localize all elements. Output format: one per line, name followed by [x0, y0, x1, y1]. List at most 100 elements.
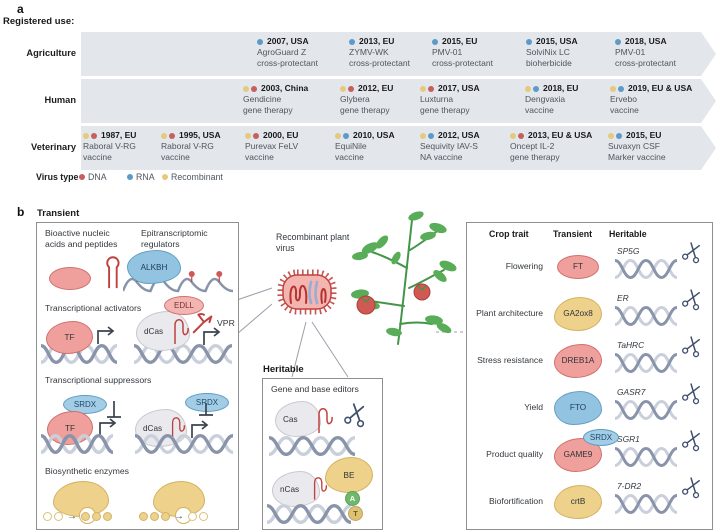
section-label-enzymes: Biosynthetic enzymes [45, 466, 130, 476]
transcription-arrow-icon [95, 325, 119, 345]
protein-blob-ncas: nCas [272, 471, 320, 507]
timeline-entry-line: NA vaccine [420, 152, 463, 163]
timeline-entry: 2012, USA Sequivity IAV-S NA vaccine [420, 130, 512, 163]
timeline-band-agriculture [81, 32, 716, 76]
crop-transient-cell: crtB [543, 478, 613, 525]
scissors-icon [344, 403, 367, 428]
protein-blob-crtb: crtB [554, 484, 602, 519]
virus-type-dot-dna [91, 133, 97, 139]
timeline-entry: 2015, EU Suvaxyn CSF Marker vaccine [608, 130, 700, 163]
crop-table-row: Stress resistance DREB1A TaHRC [473, 336, 705, 384]
timeline-entry-line: PMV-01 [615, 47, 646, 57]
timeline-entry: 2013, EU & USA Oncept IL-2 gene therapy [510, 130, 602, 163]
legend-label: DNA [88, 172, 107, 182]
virus-type-dot-rna [618, 86, 624, 92]
timeline-entry-line: cross-protectant [615, 58, 676, 69]
dna-helix [613, 399, 679, 421]
timeline-entry-head: 2015, EU [432, 36, 524, 47]
timeline-entry-line: vaccine [335, 152, 364, 163]
crop-trait-label: Yield [524, 401, 543, 412]
timeline-entry-year: 2017, USA [438, 83, 480, 94]
transient-box-title: Transient [37, 208, 80, 219]
timeline-entry-line: Marker vaccine [608, 152, 666, 163]
crop-heritable-cell: TaHRC [613, 336, 705, 384]
timeline-entry-line: gene therapy [510, 152, 560, 163]
dna-helix [613, 446, 679, 468]
timeline-entry-head: 2018, USA [615, 36, 707, 47]
timeline-entry-line: Luxturna [420, 94, 454, 104]
timeline-entry-head: 2010, USA [335, 130, 427, 141]
timeline-entry-year: 2015, USA [536, 36, 578, 47]
dna-helix [613, 493, 679, 515]
crop-heritable-cell: 7-DR2 [613, 477, 705, 525]
dna-helix [39, 433, 115, 455]
timeline-entry-head: 2015, EU [608, 130, 700, 141]
virus-type-dot-recombinant [608, 133, 614, 139]
timeline-entry-line: EquiNile [335, 141, 367, 151]
timeline-entry: 1987, EU Raboral V-RG vaccine [83, 130, 175, 163]
timeline-entry: 1995, USA Raboral V-RG vaccine [161, 130, 253, 163]
virus-type-dot-rna [257, 39, 263, 45]
timeline-entry-head: 2017, USA [420, 83, 512, 94]
crop-transient-cell: DREB1A [543, 337, 613, 384]
virus-type-dot-recombinant [340, 86, 346, 92]
timeline-entry-line: Ervebo [610, 94, 637, 104]
peptide-oval-icon [49, 267, 91, 290]
timeline-entry: 2019, EU & USA Ervebo vaccine [610, 83, 702, 116]
timeline-entry-year: 2012, EU [358, 83, 394, 94]
heritable-box-title: Heritable [263, 364, 304, 375]
crop-table-row: Biofortification crtB 7-DR2 [473, 477, 705, 525]
scissors-icon [682, 336, 702, 358]
reaction-arrow-icon [67, 513, 77, 520]
inhibition-bar-icon [197, 401, 215, 423]
legend-label: Recombinant [171, 172, 223, 182]
timeline-entry-line: Suvaxyn CSF [608, 141, 660, 151]
section-label-activators: Transcriptional activators [45, 303, 142, 313]
timeline-entry-year: 2018, EU [543, 83, 579, 94]
crop-heritable-cell: SP5G [613, 242, 705, 290]
virus-type-dot-rna [428, 133, 434, 139]
crop-trait-label: Plant architecture [476, 307, 543, 318]
protein-blob-alkbh: ALKBH [127, 250, 181, 284]
virus-type-dot-rna [343, 133, 349, 139]
virus-type-dot-recombinant [83, 133, 89, 139]
timeline-entry-head: 2007, USA [257, 36, 349, 47]
transcription-arrow-icon [97, 417, 121, 437]
crop-trait-label: Flowering [505, 260, 543, 271]
substrate-product-dots [139, 512, 208, 521]
crop-table-header-trait: Crop trait [489, 229, 529, 239]
timeline-entry-line: ZYMV-WK [349, 47, 389, 57]
protein-blob-dreb1a: DREB1A [554, 343, 602, 378]
timeline-row-label: Agriculture [26, 48, 76, 58]
protein-blob-ft: FT [557, 254, 599, 279]
guide-rna-icon [311, 473, 329, 501]
crop-table-row: Plant architecture GA2ox8 ER [473, 289, 705, 337]
timeline-entry-line: gene therapy [340, 105, 390, 116]
crop-transient-protein: FTO [554, 390, 602, 425]
timeline-entry: 2018, USA PMV-01 cross-protectant [615, 36, 707, 69]
timeline-entry-year: 2013, EU [359, 36, 395, 47]
scissors-icon [682, 477, 702, 499]
timeline-entry-line: cross-protectant [257, 58, 318, 69]
crop-heritable-cell: ER [613, 289, 705, 337]
tomato-plant-illustration [351, 211, 457, 345]
heritable-gene-name: 7-DR2 [617, 481, 642, 491]
virus-type-dot-recombinant [610, 86, 616, 92]
timeline-entry-year: 2003, China [261, 83, 309, 94]
heritable-gene-name: GASR7 [617, 387, 646, 397]
crop-transient-cell: FTO [543, 384, 613, 431]
timeline-entry-head: 2013, EU & USA [510, 130, 602, 141]
product-dot [92, 512, 101, 521]
crop-table-row: Yield FTO GASR7 [473, 383, 705, 431]
protein-pill-srdx: SRDX [185, 393, 229, 412]
virus-type-dot-recombinant [510, 133, 516, 139]
heritable-box: Gene and base editors Cas BE nCas A T [262, 378, 383, 530]
heritable-gene-name: SP5G [617, 246, 640, 256]
product-dot [199, 512, 208, 521]
scissors-icon [682, 289, 702, 311]
crop-table-row: Flowering FT SP5G [473, 242, 705, 290]
virus-type-dot-recombinant [335, 133, 341, 139]
virus-type-dot-recombinant [420, 133, 426, 139]
virus-type-dot-rna [349, 39, 355, 45]
recombinant-virus-icon [277, 269, 337, 315]
